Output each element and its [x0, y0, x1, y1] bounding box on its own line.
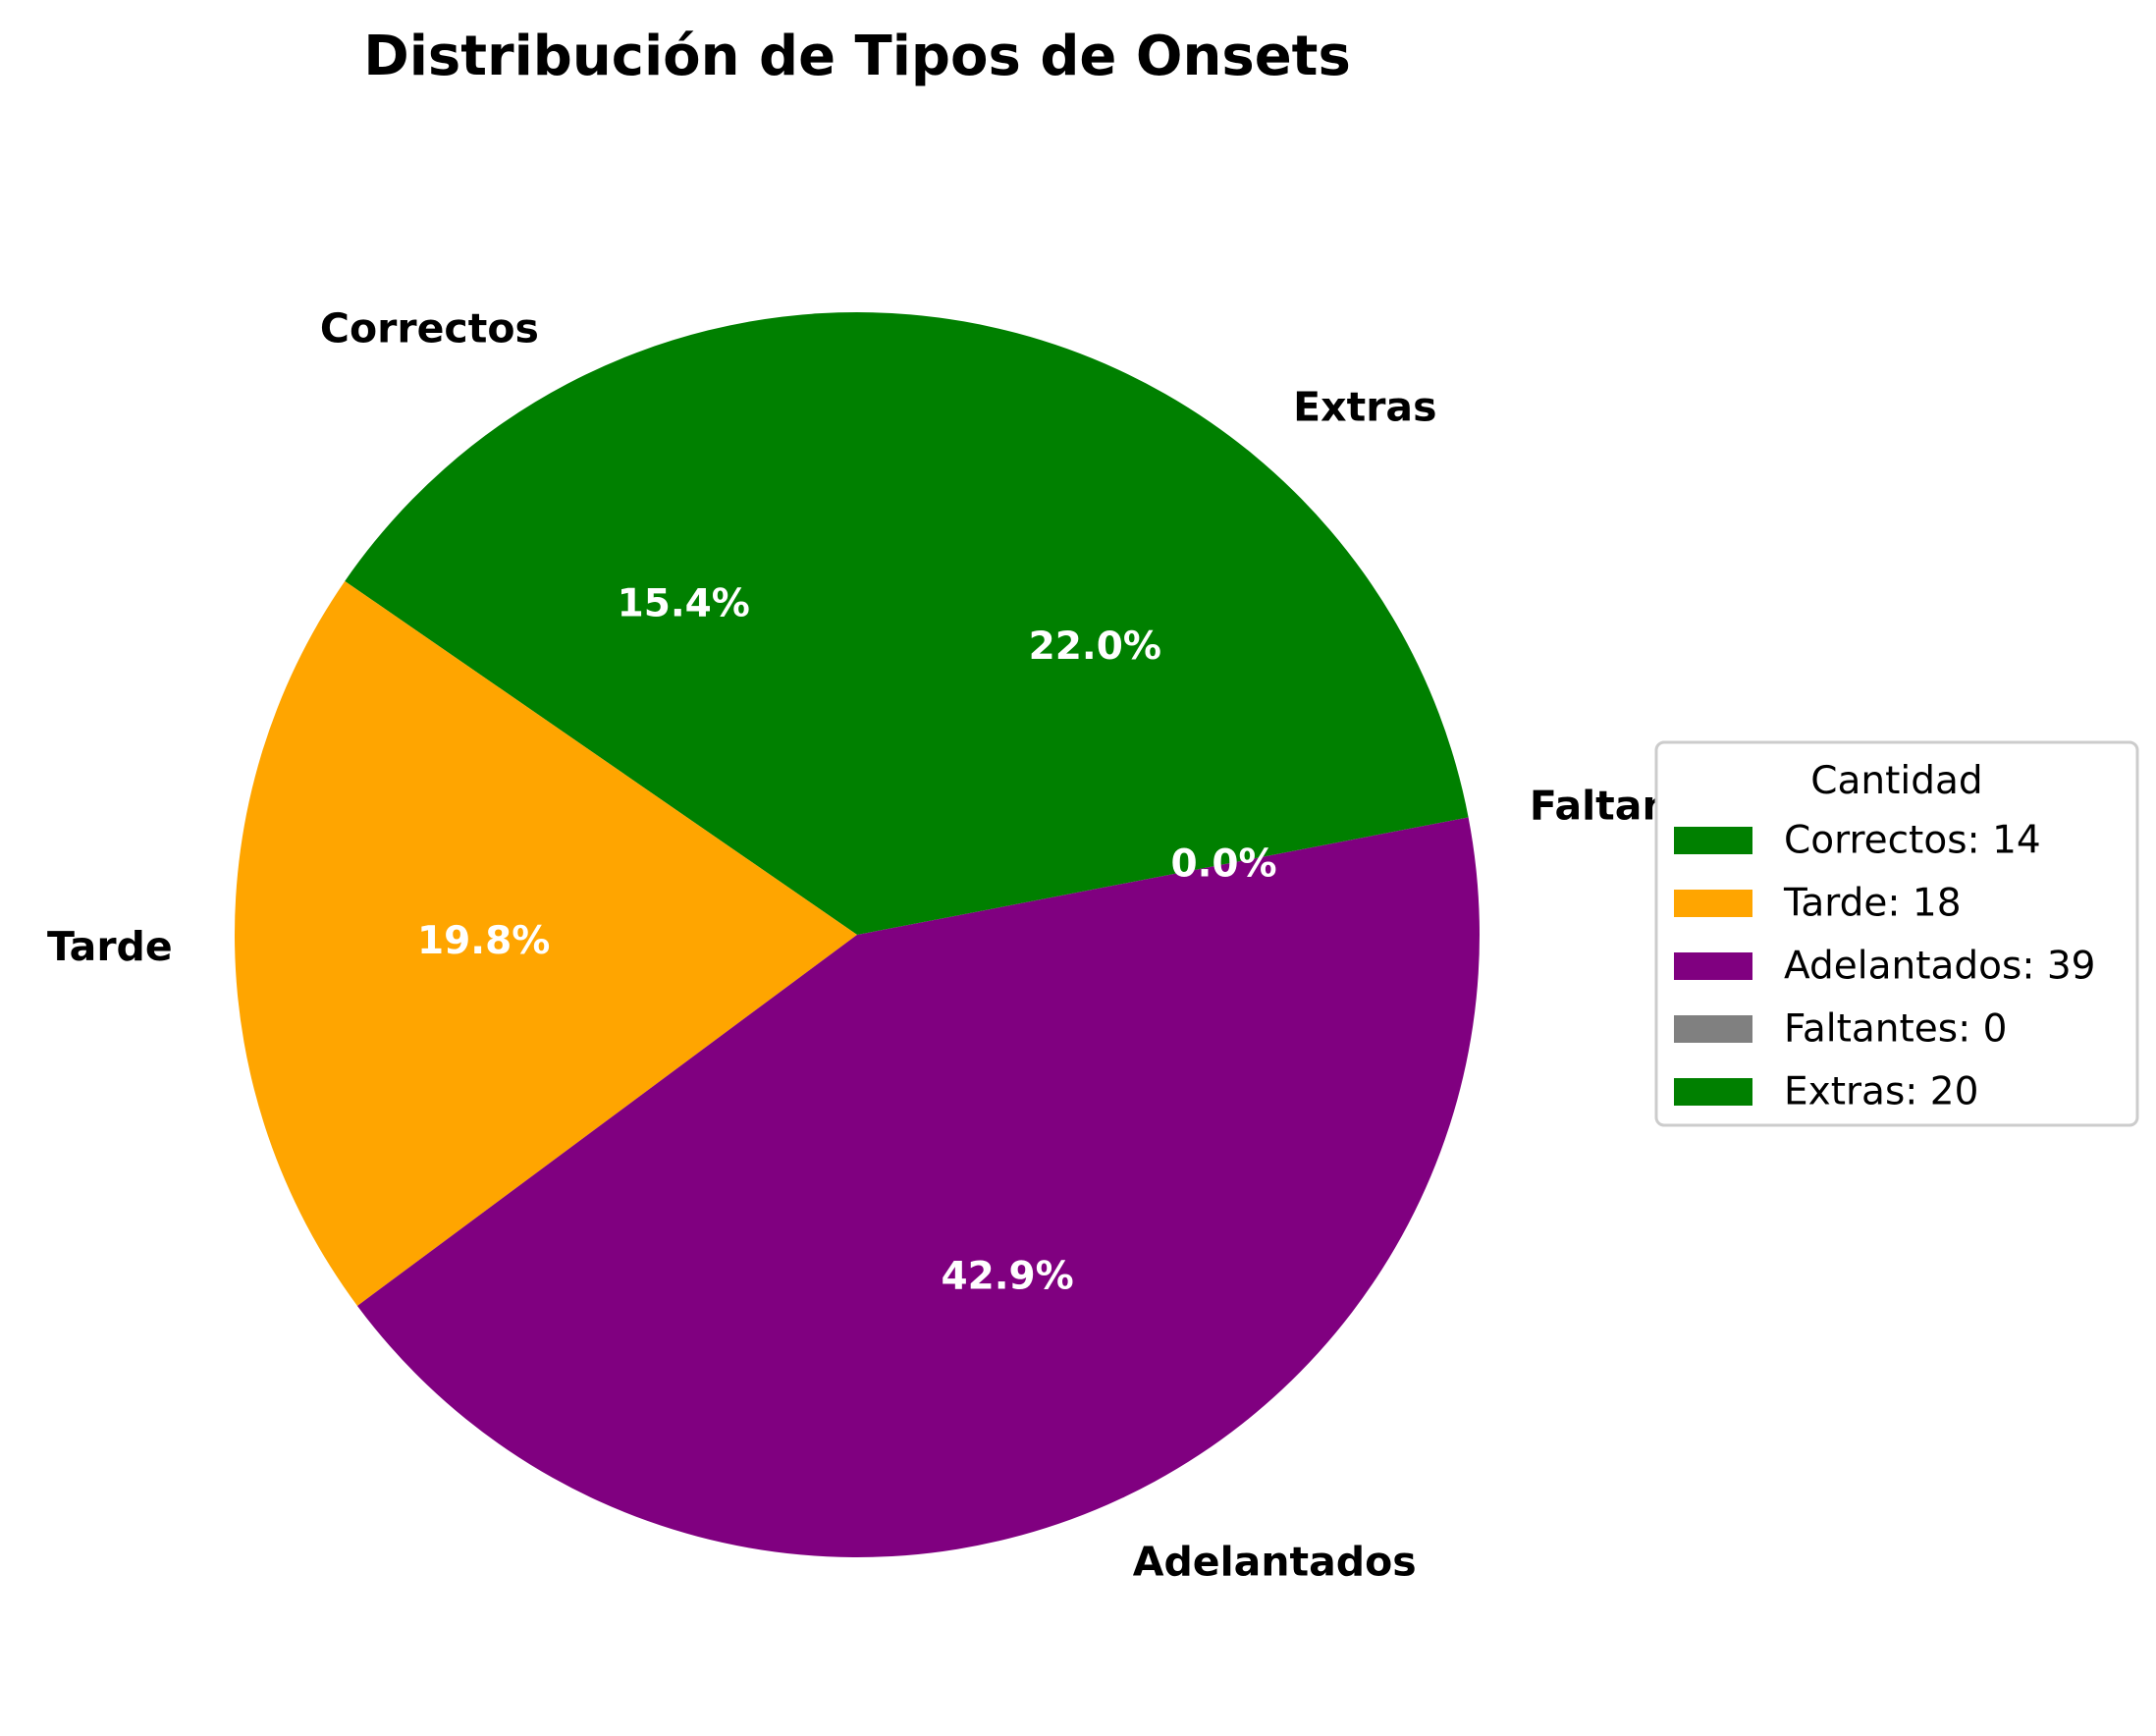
legend-label-faltantes: Faltantes: 0	[1784, 1007, 2007, 1052]
legend-items: Correctos: 14 Tarde: 18 Adelantados: 39 Fal…	[1674, 819, 2095, 1114]
slice-label-extras: Extras	[1293, 383, 1436, 430]
legend: Cantidad Correctos: 14 Tarde: 18 Adelantad…	[1654, 740, 2139, 1127]
slice-label-correctos: Correctos	[320, 304, 539, 352]
chart-title: Distribución de Tipos de Onsets	[363, 25, 1351, 88]
legend-swatch-correctos	[1674, 827, 1752, 854]
legend-swatch-faltantes	[1674, 1015, 1752, 1043]
pie-slices	[234, 312, 1480, 1558]
percent-label-tarde: 19.8%	[417, 919, 550, 963]
pie-slice-adelantados	[356, 817, 1480, 1558]
pie-slice-correctos	[345, 312, 857, 935]
percent-label-adelantados: 42.9%	[941, 1255, 1073, 1299]
pie-slice-extras	[857, 312, 1469, 935]
percent-label-faltantes: 0.0%	[1170, 842, 1276, 887]
slice-label-adelantados: Adelantados	[1133, 1538, 1417, 1585]
legend-label-correctos: Correctos: 14	[1784, 819, 2041, 863]
legend-title: Cantidad	[1810, 759, 1982, 803]
legend-swatch-extras	[1674, 1078, 1752, 1106]
legend-swatch-adelantados	[1674, 952, 1752, 980]
pie-slice-tarde	[234, 580, 857, 1306]
percent-labels: 15.4% 19.8% 42.9% 0.0% 22.0%	[417, 582, 1277, 1299]
slice-label-tarde: Tarde	[47, 923, 173, 970]
legend-swatch-tarde	[1674, 890, 1752, 917]
legend-label-extras: Extras: 20	[1784, 1070, 1978, 1114]
percent-label-correctos: 15.4%	[618, 582, 750, 626]
legend-label-adelantados: Adelantados: 39	[1784, 945, 2095, 989]
legend-label-tarde: Tarde: 18	[1783, 882, 1962, 926]
percent-label-extras: 22.0%	[1029, 624, 1161, 669]
legend-box	[1654, 740, 2139, 1127]
